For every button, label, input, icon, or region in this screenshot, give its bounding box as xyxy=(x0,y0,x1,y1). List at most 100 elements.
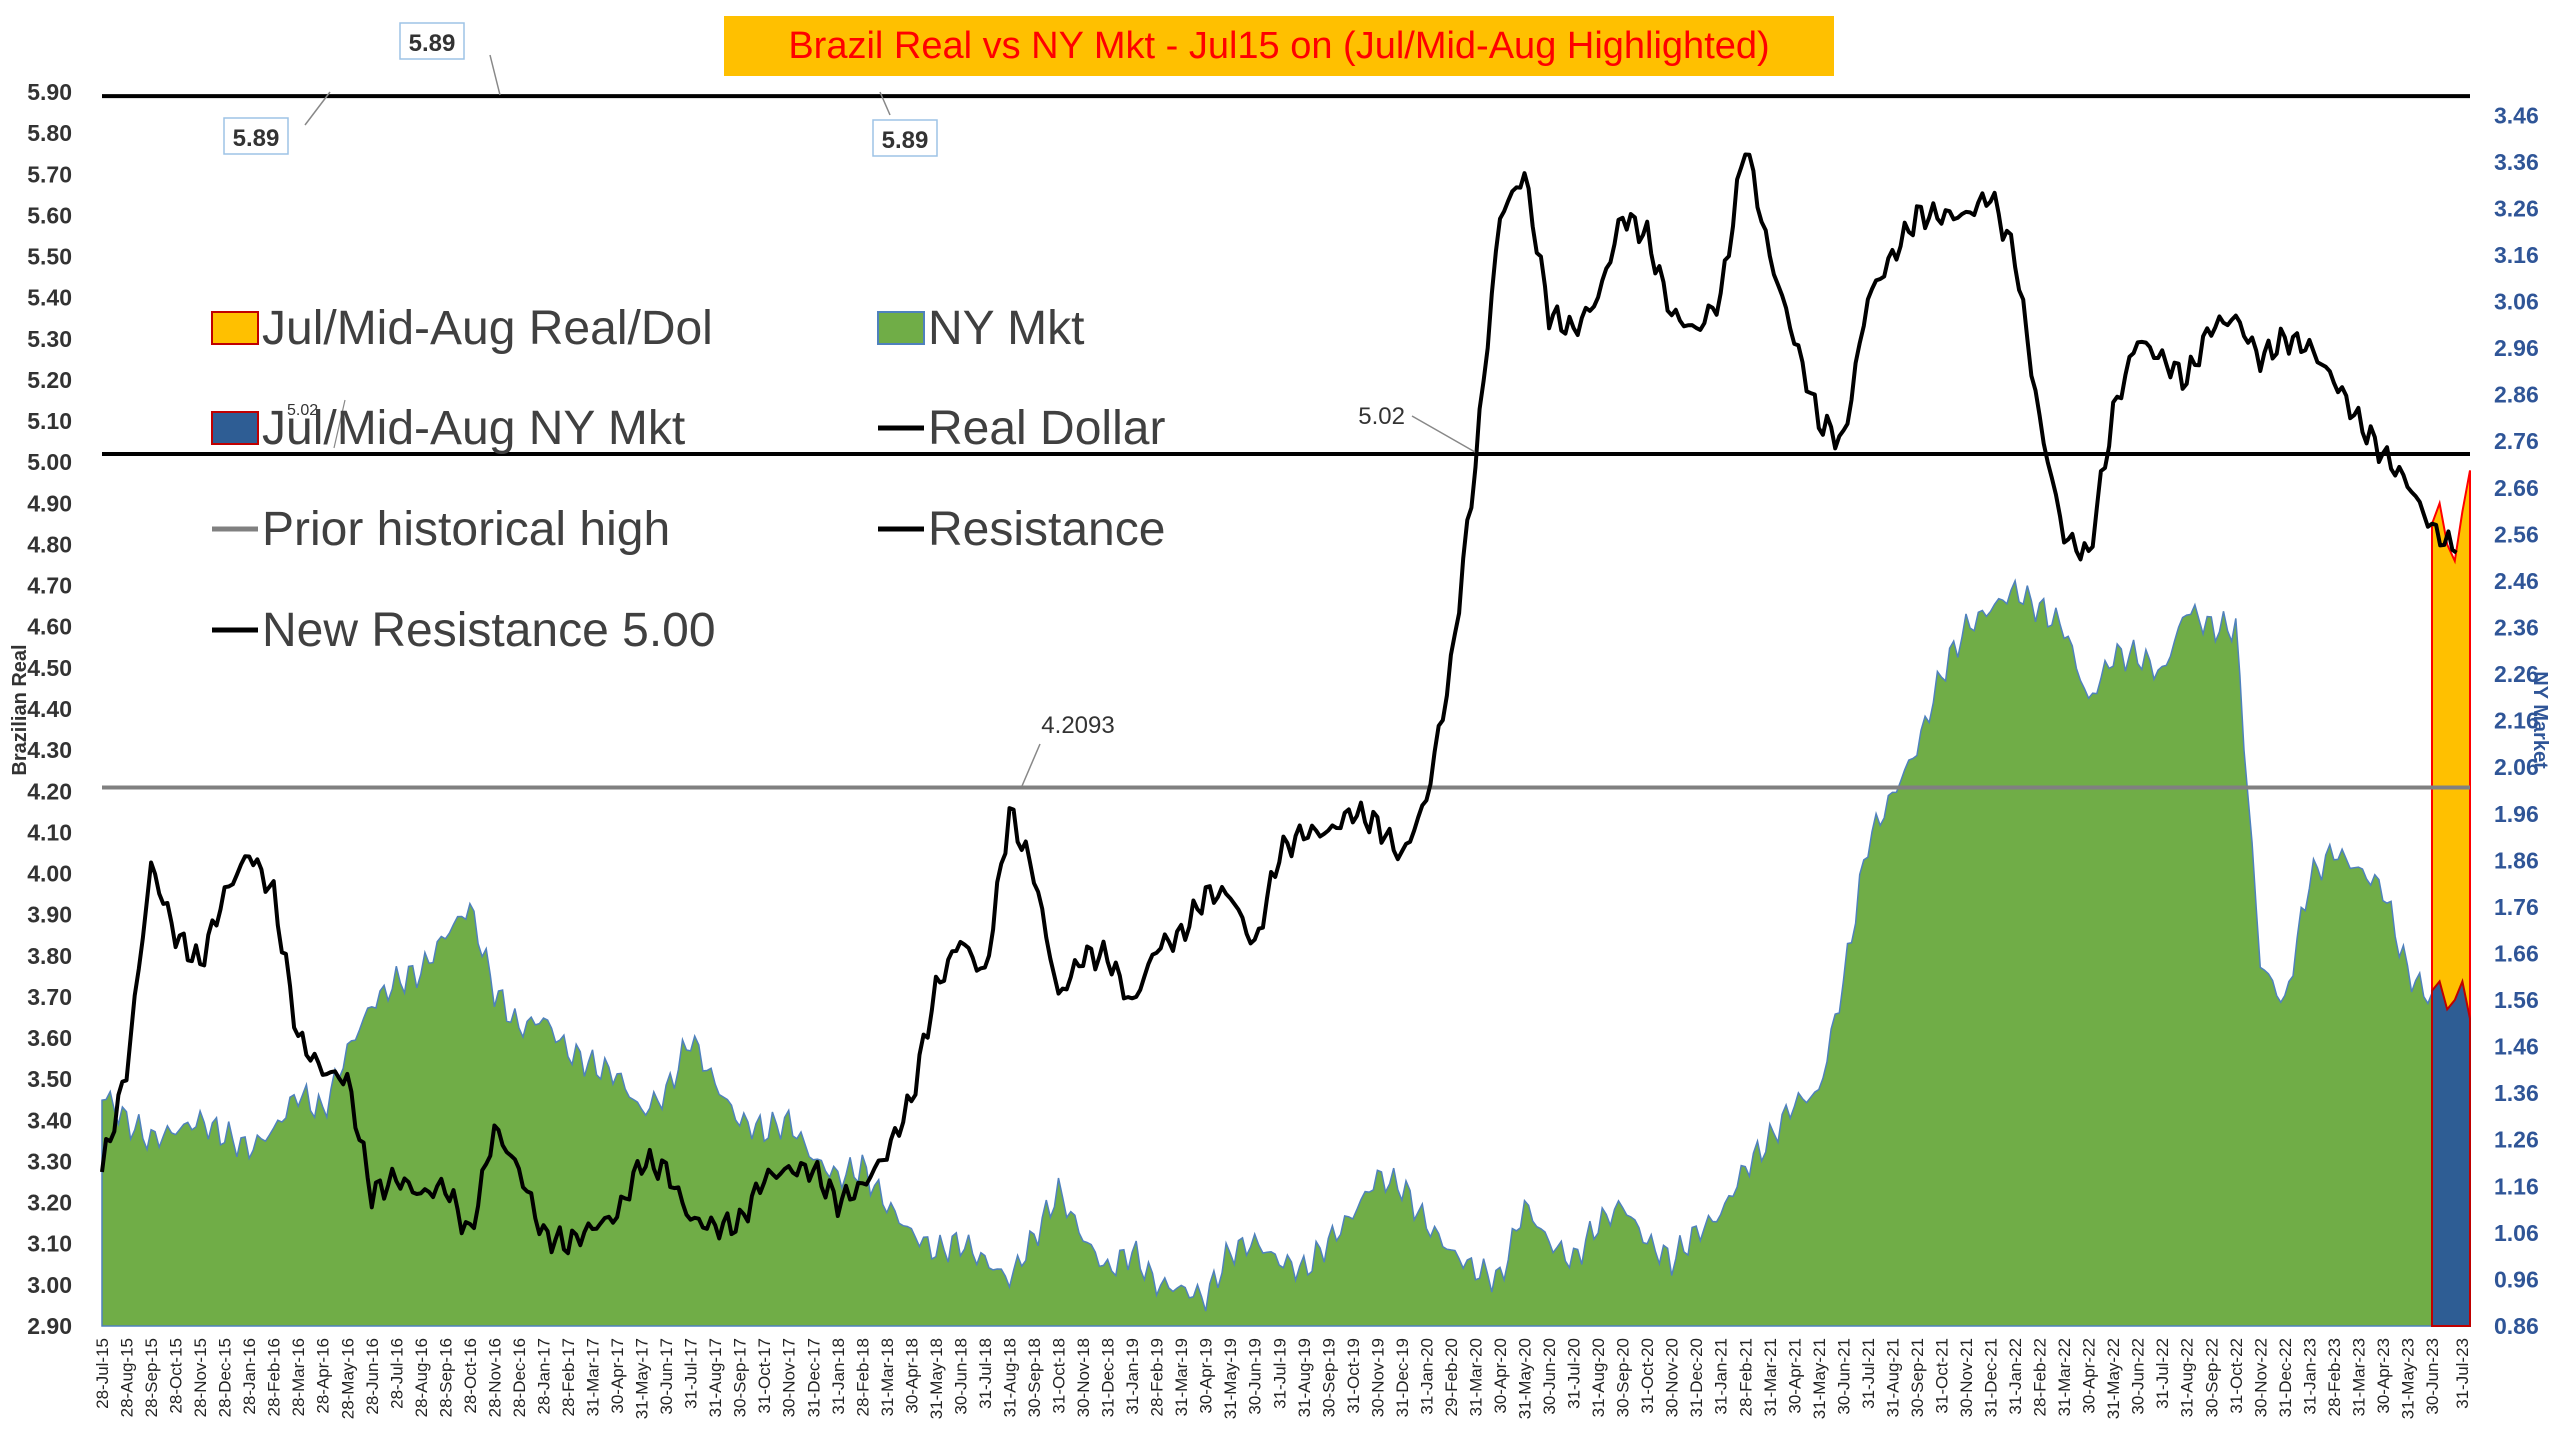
chart-title-text: Brazil Real vs NY Mkt - Jul15 on (Jul/Mi… xyxy=(788,25,1769,67)
x-tick-label: 28-Sep-15 xyxy=(142,1338,161,1417)
x-tick-label: 30-Jun-23 xyxy=(2423,1338,2442,1415)
x-tick-label: 30-Sep-18 xyxy=(1025,1338,1044,1417)
y-tick-label: 4.80 xyxy=(27,531,72,557)
x-tick-label: 28-Feb-16 xyxy=(265,1338,284,1416)
x-tick-label: 28-Feb-18 xyxy=(853,1338,872,1416)
y-tick-label: 5.40 xyxy=(27,285,72,311)
x-tick-label: 30-Jun-21 xyxy=(1834,1338,1853,1415)
y2-tick-label: 3.26 xyxy=(2494,195,2539,221)
y-tick-label: 4.50 xyxy=(27,655,72,681)
y-tick-label: 5.30 xyxy=(27,326,72,352)
y2-tick-label: 3.36 xyxy=(2494,149,2539,175)
x-tick-label: 31-Mar-17 xyxy=(584,1338,603,1416)
x-tick-label: 31-Aug-18 xyxy=(1001,1338,1020,1417)
y2-tick-label: 1.76 xyxy=(2494,894,2539,920)
x-tick-label: 31-May-22 xyxy=(2104,1338,2123,1419)
x-tick-label: 28-Oct-15 xyxy=(167,1338,186,1414)
x-tick-label: 31-Jan-18 xyxy=(829,1338,848,1415)
x-tick-label: 31-Jan-20 xyxy=(1417,1338,1436,1415)
x-tick-label: 30-Nov-18 xyxy=(1074,1338,1093,1417)
legend-label: Jul/Mid-Aug Real/Dol xyxy=(262,302,713,355)
x-tick-label: 28-Feb-23 xyxy=(2325,1338,2344,1416)
y-tick-label: 3.30 xyxy=(27,1148,72,1174)
y-tick-label: 5.50 xyxy=(27,244,72,270)
x-tick-label: 30-Sep-20 xyxy=(1614,1338,1633,1417)
y2-tick-label: 2.66 xyxy=(2494,475,2539,501)
x-tick-label: 31-Mar-18 xyxy=(878,1338,897,1416)
y-tick-label: 4.10 xyxy=(27,819,72,845)
y2-tick-label: 1.06 xyxy=(2494,1220,2539,1246)
x-tick-label: 31-Mar-22 xyxy=(2055,1338,2074,1416)
x-tick-label: 28-Jan-16 xyxy=(240,1338,259,1415)
x-tick-label: 31-Jan-22 xyxy=(2006,1338,2025,1415)
x-tick-label: 31-Jul-17 xyxy=(682,1338,701,1409)
x-tick-label: 30-Apr-17 xyxy=(608,1338,627,1414)
x-tick-label: 31-Mar-20 xyxy=(1467,1338,1486,1416)
x-tick-label: 31-Dec-22 xyxy=(2276,1338,2295,1417)
legend-label: Prior historical high xyxy=(262,503,670,556)
y2-tick-label: 1.66 xyxy=(2494,940,2539,966)
y2-tick-label: 1.86 xyxy=(2494,847,2539,873)
callout-box xyxy=(223,117,289,155)
x-tick-label: 30-Jun-20 xyxy=(1540,1338,1559,1415)
x-tick-label: 28-Dec-15 xyxy=(216,1338,235,1417)
x-tick-label: 31-Dec-20 xyxy=(1687,1338,1706,1417)
x-tick-label: 28-Aug-16 xyxy=(412,1338,431,1417)
x-tick-label: 30-Apr-18 xyxy=(902,1338,921,1414)
x-tick-label: 31-Aug-22 xyxy=(2178,1338,2197,1417)
axes-layer: 2.90 3.00 3.10 3.20 3.30 3.40 3.50 3.60 3.70 3.80… xyxy=(27,79,2539,1419)
x-tick-label: 30-Jun-18 xyxy=(951,1338,970,1415)
y2-tick-label: 0.96 xyxy=(2494,1266,2539,1292)
x-tick-label: 30-Apr-23 xyxy=(2374,1338,2393,1414)
y-axis-title: Brazilian Real xyxy=(9,644,31,775)
x-tick-label: 28-Jan-17 xyxy=(535,1338,554,1415)
y-tick-label: 5.10 xyxy=(27,408,72,434)
series-highlight-ny-mkt-area xyxy=(2431,977,2471,1327)
callout-leader xyxy=(489,54,501,96)
x-tick-label: 28-Dec-16 xyxy=(510,1338,529,1417)
series-real-dollar-line xyxy=(100,152,2458,1256)
y2-tick-label: 3.46 xyxy=(2494,102,2539,128)
x-tick-label: 30-Jun-22 xyxy=(2129,1338,2148,1415)
y-tick-label: 3.10 xyxy=(27,1231,72,1257)
y2-tick-label: 1.96 xyxy=(2494,801,2539,827)
callout-leader xyxy=(1021,743,1041,787)
x-tick-label: 31-Oct-18 xyxy=(1050,1338,1069,1414)
x-tick-label: 31-Oct-21 xyxy=(1933,1338,1952,1414)
resistance-value-label: 5.89 xyxy=(233,125,280,152)
x-tick-label: 28-May-16 xyxy=(338,1338,357,1419)
x-tick-label: 28-Jul-16 xyxy=(387,1338,406,1409)
x-tick-label: 30-Jun-17 xyxy=(657,1338,676,1415)
x-tick-label: 30-Nov-17 xyxy=(780,1338,799,1417)
y2-tick-label: 2.16 xyxy=(2494,708,2539,734)
x-tick-label: 28-Feb-17 xyxy=(559,1338,578,1416)
x-tick-label: 30-Sep-17 xyxy=(731,1338,750,1417)
y2-tick-label: 2.06 xyxy=(2494,754,2539,780)
new-resistance-value-label: 5.02 xyxy=(1358,403,1405,430)
y2-tick-label: 2.56 xyxy=(2494,521,2539,547)
callout-leader xyxy=(333,399,346,449)
y2-tick-label: 2.96 xyxy=(2494,335,2539,361)
x-tick-label: 30-Nov-19 xyxy=(1368,1338,1387,1417)
x-tick-label: 28-Apr-16 xyxy=(314,1338,333,1414)
resistance-value-label: 5.89 xyxy=(409,30,456,57)
y-tick-label: 3.40 xyxy=(27,1107,72,1133)
y-tick-label: 3.00 xyxy=(27,1272,72,1298)
y-tick-label: 5.00 xyxy=(27,449,72,475)
x-tick-label: 28-Feb-22 xyxy=(2031,1338,2050,1416)
x-tick-label: 30-Apr-22 xyxy=(2080,1338,2099,1414)
x-tick-label: 30-Sep-21 xyxy=(1908,1338,1927,1417)
y-tick-label: 3.60 xyxy=(27,1025,72,1051)
x-tick-label: 28-Nov-16 xyxy=(485,1338,504,1417)
legend-label: New Resistance 5.00 xyxy=(262,604,716,657)
annotation-layer: 5.89 5.89 5.89 5.02 5.02 4.2093 xyxy=(223,22,1476,787)
x-tick-label: 30-Apr-21 xyxy=(1785,1338,1804,1414)
x-tick-label: 31-May-18 xyxy=(927,1338,946,1419)
x-tick-label: 31-Jan-19 xyxy=(1123,1338,1142,1415)
y2-tick-label: 1.16 xyxy=(2494,1173,2539,1199)
x-tick-label: 30-Nov-21 xyxy=(1957,1338,1976,1417)
x-tick-label: 31-Dec-19 xyxy=(1393,1338,1412,1417)
y2-tick-label: 3.16 xyxy=(2494,242,2539,268)
x-tick-label: 28-Mar-16 xyxy=(289,1338,308,1416)
x-tick-label: 28-Feb-19 xyxy=(1148,1338,1167,1416)
